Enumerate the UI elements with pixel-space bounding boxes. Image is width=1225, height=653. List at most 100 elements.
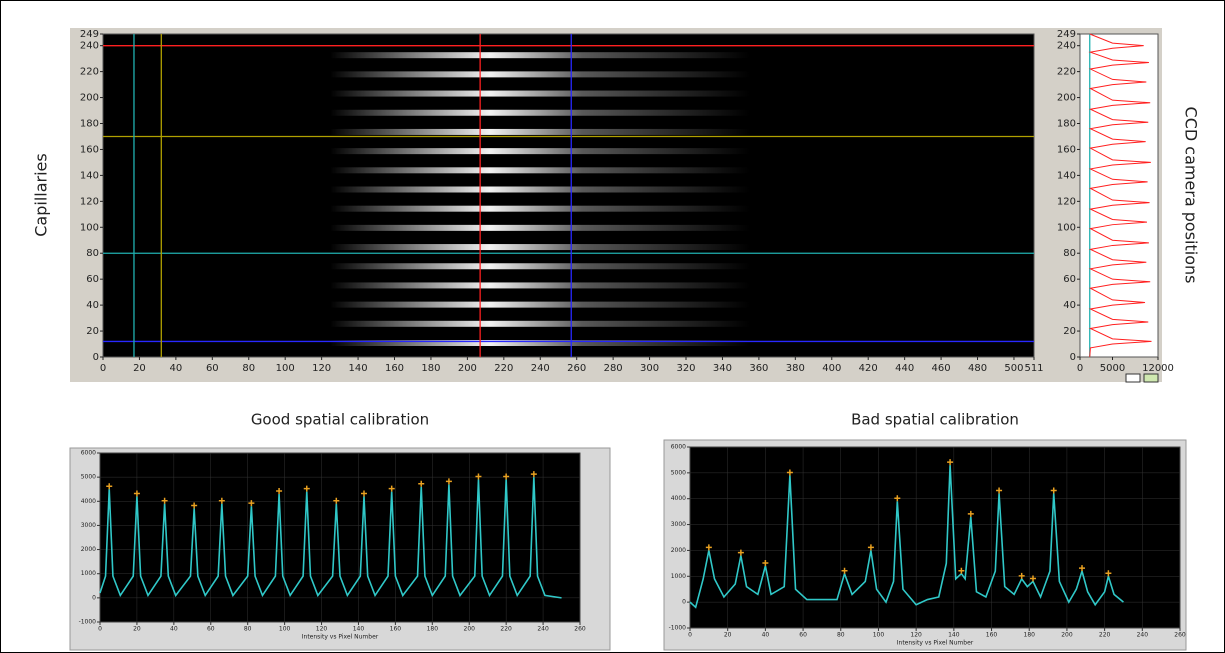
x-tick-label: 5000 — [1100, 363, 1125, 374]
y-tick-label: 6000 — [81, 450, 96, 457]
peak-marker — [106, 483, 113, 490]
y-tick-label: 2000 — [81, 546, 96, 553]
x-tick-label: 80 — [242, 363, 255, 374]
x-tick-label: 200 — [458, 363, 477, 374]
peak-marker — [530, 471, 537, 478]
peak-marker — [276, 488, 283, 495]
x-tick-label: 60 — [799, 632, 807, 639]
y-tick-label: 40 — [86, 300, 99, 311]
x-tick-label: 340 — [713, 363, 732, 374]
x-tick-label: 0 — [1077, 363, 1083, 374]
capillary-band — [330, 320, 750, 327]
y-tick-label: 3000 — [671, 521, 686, 528]
capillary-band — [330, 167, 750, 174]
capillary-band — [330, 128, 750, 135]
peak-marker — [967, 510, 974, 517]
peak-marker — [1079, 565, 1085, 572]
x-tick-label: 380 — [786, 363, 805, 374]
x-tick-label: 500 — [1004, 363, 1023, 374]
y-tick-label: 5000 — [671, 469, 686, 476]
x-tick-label: 280 — [604, 363, 623, 374]
y-tick-label: 140 — [1057, 170, 1076, 181]
peak-marker — [762, 559, 769, 566]
capillary-band — [330, 205, 750, 212]
capillary-band — [330, 340, 750, 346]
peak-marker — [218, 497, 225, 504]
x-tick-label: 60 — [206, 363, 219, 374]
capillary-band — [330, 148, 750, 155]
x-tick-label: 20 — [133, 363, 146, 374]
peak-marker — [418, 480, 425, 487]
y-tick-label: -1000 — [669, 625, 687, 632]
peak-marker — [867, 544, 874, 551]
capillary-band — [330, 244, 750, 251]
chart-title: Good spatial calibration — [251, 411, 429, 429]
peak-marker — [133, 490, 140, 497]
y-tick-label: 120 — [1057, 196, 1076, 207]
peak-marker — [737, 549, 744, 556]
x-axis-label: Intensity vs Pixel Number — [897, 640, 974, 647]
y-tick-label: 2000 — [671, 547, 686, 554]
peak-marker — [388, 485, 395, 492]
y-tick-label: 6000 — [671, 444, 686, 451]
x-tick-label: 200 — [464, 626, 476, 633]
y-tick-label: 40 — [1063, 300, 1076, 311]
x-tick-label: 260 — [574, 626, 586, 633]
x-tick-label: 0 — [688, 632, 692, 639]
capillary-band — [330, 224, 750, 231]
capillary-band — [330, 263, 750, 270]
capillary-band — [330, 301, 750, 308]
x-tick-label: 400 — [822, 363, 841, 374]
x-tick-label: 160 — [385, 363, 404, 374]
peak-marker — [475, 473, 482, 480]
x-tick-label: 140 — [353, 626, 365, 633]
y-tick-label: 180 — [80, 119, 99, 130]
peak-marker — [1018, 572, 1025, 579]
x-tick-label: 200 — [1061, 632, 1073, 639]
x-tick-label: 20 — [724, 632, 732, 639]
y-tick-label: 1000 — [81, 570, 96, 577]
x-tick-label: 420 — [859, 363, 878, 374]
peak-marker — [996, 487, 1003, 494]
x-axis-label: Intensity vs Pixel Number — [302, 634, 379, 641]
y-tick-label: 140 — [80, 170, 99, 181]
x-tick-label: 480 — [968, 363, 987, 374]
peak-marker — [191, 502, 198, 509]
widget — [1143, 373, 1159, 383]
peak-marker — [1030, 575, 1036, 582]
x-tick-label: 220 — [1099, 632, 1111, 639]
x-tick-label: 240 — [537, 626, 549, 633]
x-tick-label: 240 — [531, 363, 550, 374]
peak-marker — [958, 567, 965, 574]
x-tick-label: 180 — [427, 626, 439, 633]
peak-marker — [161, 497, 168, 504]
x-tick-label: 0 — [98, 626, 102, 633]
peak-marker — [333, 497, 340, 504]
y-tick-label: 4000 — [671, 495, 686, 502]
x-tick-label: 60 — [207, 626, 215, 633]
x-tick-label: 511 — [1024, 363, 1043, 374]
y-tick-label: 60 — [1063, 274, 1076, 285]
x-tick-label: 80 — [837, 632, 845, 639]
x-tick-label: 100 — [276, 363, 295, 374]
y-tick-label: 160 — [80, 144, 99, 155]
peak-marker — [361, 490, 367, 497]
x-tick-label: 260 — [1174, 632, 1186, 639]
y-tick-label: 20 — [1063, 326, 1076, 337]
y-tick-label: 20 — [86, 326, 99, 337]
peak-marker — [445, 478, 452, 485]
x-tick-label: 40 — [170, 363, 183, 374]
intensity-line — [99, 477, 562, 599]
y-tick-label: 60 — [86, 274, 99, 285]
peak-marker — [841, 567, 848, 574]
y-axis-label: CCD camera positions — [1182, 107, 1201, 284]
capillary-band — [330, 186, 750, 193]
capillary-band — [330, 52, 750, 59]
y-tick-label: 220 — [80, 67, 99, 78]
intensity-line — [689, 465, 1124, 609]
peak-marker — [786, 469, 793, 476]
x-tick-label: 20 — [133, 626, 141, 633]
profile-line — [1088, 33, 1152, 358]
x-tick-label: 0 — [100, 363, 106, 374]
